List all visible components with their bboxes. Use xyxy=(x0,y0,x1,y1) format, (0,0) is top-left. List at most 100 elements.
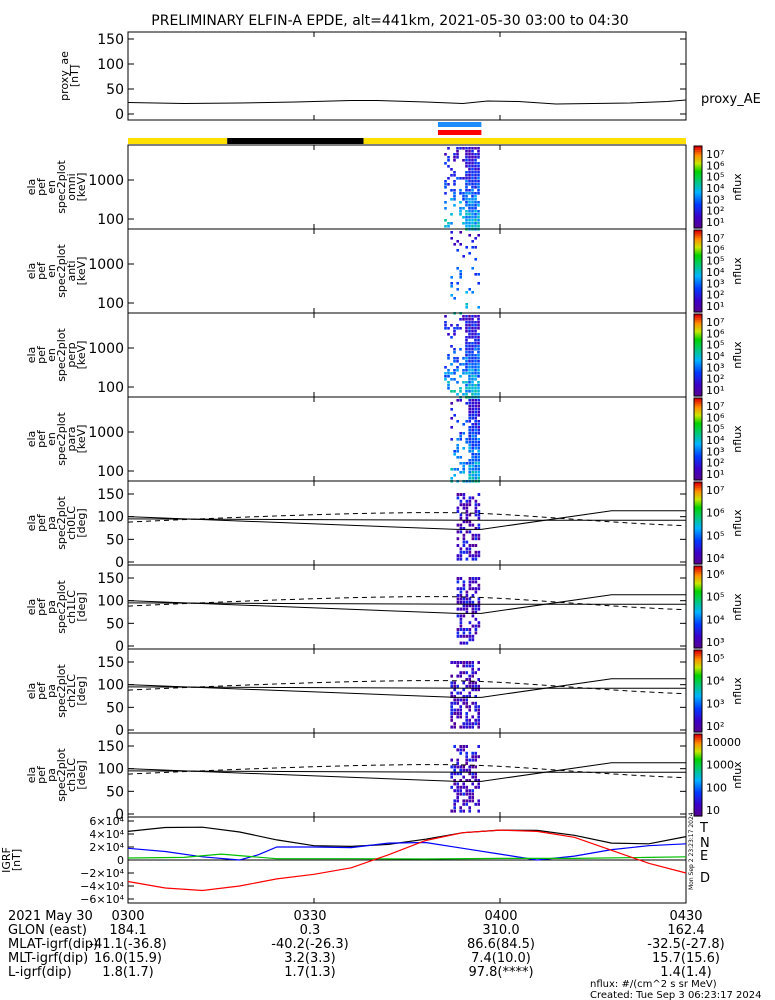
pitch-angle-cell xyxy=(471,611,475,614)
spectrogram-cell xyxy=(468,474,471,477)
pitch-angle-cell xyxy=(474,537,478,541)
colorbar-label: nflux xyxy=(731,677,744,705)
spectrogram-cell xyxy=(477,429,480,432)
colorbar-tick-label: 10⁷ xyxy=(706,400,724,413)
spectrogram-cell xyxy=(459,327,462,330)
pitch-angle-cell xyxy=(456,698,459,702)
pitch-angle-cell xyxy=(474,785,477,789)
spectrogram-cell xyxy=(474,405,477,408)
spectrogram-cell xyxy=(465,393,468,396)
spectrogram-cell xyxy=(453,159,456,162)
colorbar-segment xyxy=(694,697,702,700)
pitch-angle-cell xyxy=(462,725,465,729)
spectrogram-cell xyxy=(477,471,480,474)
pitch-angle-cell xyxy=(456,607,460,611)
colorbar-segment xyxy=(694,590,702,594)
pitch-angle-cell xyxy=(471,634,475,638)
colorbar-tick-label: 10⁵ xyxy=(706,529,724,542)
spectrogram-cell xyxy=(456,153,459,156)
pitch-angle-cell xyxy=(468,554,472,558)
spectrogram-cell xyxy=(465,222,468,225)
spectrogram-cell xyxy=(450,174,453,177)
pitch-angle-cell xyxy=(471,580,475,584)
y-tick-label: −4×10⁴ xyxy=(80,880,124,893)
spectrogram-cell xyxy=(459,276,462,279)
pitch-angle-cell xyxy=(471,554,475,558)
colorbar-segment xyxy=(694,363,702,366)
spectrogram-cell xyxy=(453,198,456,201)
spectrogram-cell xyxy=(453,474,456,477)
pitch-angle-cell xyxy=(474,775,477,779)
pitch-angle-cell xyxy=(477,604,481,608)
colorbar-segment xyxy=(694,713,702,717)
footer-row-label: MLT-igrf(dip) xyxy=(8,951,88,966)
pitch-angle-cell xyxy=(462,802,465,806)
spectrogram-cell xyxy=(477,414,480,417)
spectrogram-cell xyxy=(477,444,480,447)
colorbar-frame xyxy=(693,313,703,397)
spectrogram-cell xyxy=(459,207,462,210)
pitch-angle-cell xyxy=(459,516,463,520)
pitch-angle-cell xyxy=(465,785,468,789)
spectrogram-cell xyxy=(471,414,474,417)
spectrogram-cell xyxy=(468,156,471,159)
spectrogram-cell xyxy=(468,441,471,444)
colorbar-segment xyxy=(694,377,702,381)
svg-text:anti: anti xyxy=(65,260,78,281)
spectrogram-cell xyxy=(474,237,477,240)
pitch-angle-cell xyxy=(459,779,462,782)
colorbar-segment xyxy=(694,291,702,295)
pitch-angle-cell xyxy=(477,577,481,580)
svg-text:en: en xyxy=(45,348,58,362)
pitch-angle-cell xyxy=(468,580,472,584)
spectrogram-cell xyxy=(453,243,456,246)
svg-text:en: en xyxy=(45,432,58,446)
pitch-angle-cell xyxy=(453,809,456,813)
pitch-angle-cell xyxy=(462,671,465,675)
spectrogram-cell xyxy=(465,210,468,213)
pitch-angle-cell xyxy=(468,634,472,638)
colorbar-segment xyxy=(694,779,702,782)
pitch-angle-cell xyxy=(465,684,468,688)
spectrogram-cell xyxy=(471,381,474,384)
pitch-angle-cell xyxy=(468,691,471,695)
spectrogram-cell xyxy=(456,447,459,450)
footer-row-label: L-igrf(dip) xyxy=(8,965,72,980)
spectrogram-cell xyxy=(462,192,465,195)
pitch-angle-cell xyxy=(456,762,459,765)
colorbar-segment xyxy=(694,154,702,157)
spectrogram-cell xyxy=(471,357,474,360)
colorbar-segment xyxy=(694,680,702,684)
spectrogram-cell xyxy=(474,315,477,318)
colorbar-segment xyxy=(694,674,702,678)
spectrogram-cell xyxy=(462,465,465,468)
colorbar-tick-label: 10⁶ xyxy=(706,411,725,424)
pitch-angle-cell xyxy=(468,583,472,587)
colorbar-segment xyxy=(694,740,702,743)
spectrogram-cell xyxy=(474,258,477,261)
pitch-angle-cell xyxy=(459,751,462,755)
colorbar-segment xyxy=(694,811,702,815)
pitch-angle-cell xyxy=(471,667,474,671)
colorbar-segment xyxy=(694,152,702,155)
pitch-angle-cell xyxy=(477,722,480,726)
colorbar-segment xyxy=(694,809,702,813)
spectrogram-cell xyxy=(477,234,480,237)
spectrogram-cell xyxy=(468,348,471,351)
spectrogram-cell xyxy=(471,432,474,435)
field-aligned-line xyxy=(127,764,687,779)
colorbar-tick-label: 10 xyxy=(706,804,720,817)
pitch-angle-cell xyxy=(459,607,463,611)
spectrogram-cell xyxy=(474,438,477,441)
colorbar-segment xyxy=(694,410,702,413)
spectrogram-cell xyxy=(447,372,450,375)
pitch-angle-cell xyxy=(462,722,465,726)
spectrogram-cell xyxy=(450,390,453,393)
spectrogram-cell xyxy=(453,153,456,156)
colorbar-segment xyxy=(694,414,702,418)
spectrogram-cell xyxy=(468,321,471,324)
svg-text:ela: ela xyxy=(25,767,38,784)
colorbar-segment xyxy=(694,346,702,350)
spectrogram-cell xyxy=(477,162,480,165)
